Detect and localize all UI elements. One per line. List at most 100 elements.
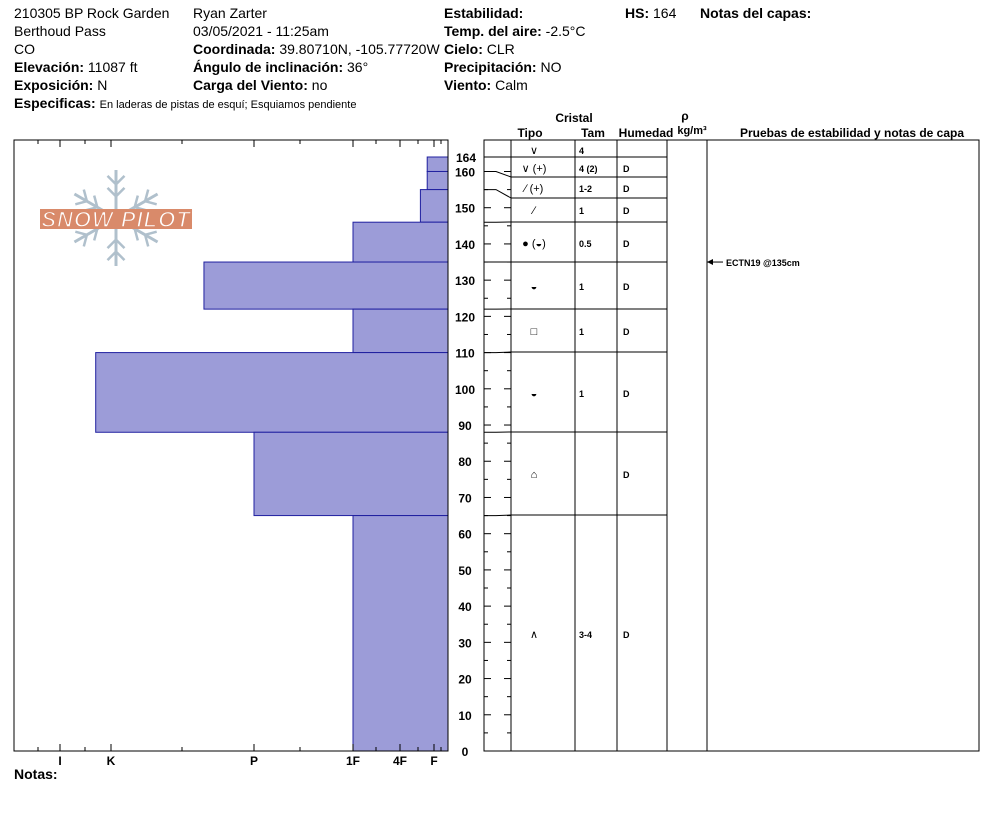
hardness-bar <box>253 431 449 517</box>
moisture: D <box>623 239 630 249</box>
specifics-value: En laderas de pistas de esquí; Esquiamos… <box>99 99 357 111</box>
hardness-bar <box>419 189 449 223</box>
height-top-label: 164 <box>456 151 476 165</box>
hardness-axis: I K P 1F 4F F <box>37 140 442 768</box>
sky-value: CLR <box>486 41 515 57</box>
test-arrowhead <box>707 259 713 266</box>
wind-load: Carga del Viento: no <box>193 76 327 94</box>
notes-label: Notas: <box>14 766 58 782</box>
height-label: 120 <box>455 310 475 324</box>
hardness-label: 4F <box>393 754 407 768</box>
flake-branch <box>115 238 126 249</box>
precip-label: Precipitación: <box>444 59 537 75</box>
hardness-label: K <box>107 754 116 768</box>
wind-load-label: Carga del Viento: <box>193 77 308 93</box>
wind-load-value: no <box>311 77 328 93</box>
grain-size: 1-2 <box>579 184 592 194</box>
height-label: 30 <box>458 636 472 650</box>
flake-branch <box>74 230 88 237</box>
flake-branch <box>74 199 88 206</box>
cristal-header: Cristal <box>555 111 592 125</box>
rho-header: ρ <box>681 109 688 123</box>
layer-table: ∨ 4 ∨ (+) 4 (2) D ∕ (+) 1-2 D ∕ 1 D ● (◒) 0.5 D ◒ 1 D □ 1 D… <box>483 139 980 752</box>
snowflake-icon <box>40 170 192 266</box>
aspect-label: Exposición: <box>14 77 94 93</box>
flake-branch <box>82 189 89 202</box>
flake-branch <box>106 175 117 186</box>
tam-header: Tam <box>581 126 605 140</box>
grain-size: 4 (2) <box>579 164 598 174</box>
height-label: 70 <box>458 491 472 505</box>
density-header: kg/m³ <box>677 125 707 137</box>
crystal-type: ∨ (+) <box>522 163 547 175</box>
precip-value: NO <box>540 59 562 75</box>
flake-branch <box>144 199 158 206</box>
specifics-label: Especificas: <box>14 95 96 111</box>
layer-connector <box>484 189 512 199</box>
layer-connector <box>484 351 512 354</box>
flake-branch <box>92 195 99 208</box>
hardness-bar <box>352 221 449 263</box>
crystal-type: ◒ <box>531 281 538 293</box>
aspect-value: N <box>97 77 108 93</box>
crystal-type: ● (◒) <box>522 238 546 250</box>
grain-size: 1 <box>579 389 584 399</box>
observer: Ryan Zarter <box>193 5 267 21</box>
flake-branch <box>106 187 117 198</box>
height-label: 150 <box>455 202 475 216</box>
crystal-type: ∕ (+) <box>522 183 544 195</box>
layer-notes-label: Notas del capas: <box>700 5 812 21</box>
table-frame <box>483 139 980 752</box>
height-label: 160 <box>455 165 475 179</box>
hardness-bar <box>203 261 449 310</box>
flake-branch <box>82 234 89 247</box>
flake-branch <box>143 189 150 202</box>
grain-size: 3-4 <box>579 630 592 640</box>
hs-value: 164 <box>653 5 677 21</box>
grain-size: 4 <box>579 146 584 156</box>
hardness-bar <box>426 156 449 172</box>
wind: Viento: Calm <box>444 76 528 94</box>
hardness-bar <box>95 352 449 433</box>
state: CO <box>14 41 35 57</box>
air-temp-label: Temp. del aire: <box>444 23 542 39</box>
flake-branch <box>144 230 158 237</box>
height-label: 20 <box>458 673 472 687</box>
precipitation: Precipitación: NO <box>444 58 561 76</box>
sky-label: Cielo: <box>444 41 483 57</box>
flake-branch <box>106 250 117 261</box>
elevation: Elevación: 11087 ft <box>14 58 137 76</box>
hardness-bar <box>352 515 449 752</box>
datetime: 03/05/2021 - 11:25am <box>193 23 329 39</box>
height-label: 10 <box>458 709 472 723</box>
height-label: 80 <box>458 455 472 469</box>
specifics: Especificas: En laderas de pistas de esq… <box>14 94 356 114</box>
grain-size: 1 <box>579 206 584 216</box>
moisture: D <box>623 327 630 337</box>
sky: Cielo: CLR <box>444 40 515 58</box>
moisture: D <box>623 389 630 399</box>
grain-size: 1 <box>579 327 584 337</box>
coords-label: Coordinada: <box>193 41 276 57</box>
crystal-type: ∕ <box>530 205 537 217</box>
snow-height: HS: 164 <box>625 4 676 22</box>
crystal-type: ∨ <box>530 145 538 157</box>
height-label: 130 <box>455 274 475 288</box>
air-temp-value: -2.5°C <box>545 23 586 39</box>
height-axis: 0 10 20 30 40 50 60 70 80 90 100 110 120 130 140 150 160… <box>455 151 511 759</box>
grain-size: 1 <box>579 282 584 292</box>
slope-label: Ángulo de inclinación: <box>193 59 344 75</box>
snowpilot-logo: SNOW PILOT <box>40 170 192 266</box>
flake-branch <box>106 238 117 249</box>
flake-branch <box>92 228 99 241</box>
hardness-label: I <box>58 754 61 768</box>
moisture: D <box>623 184 630 194</box>
elevation-label: Elevación: <box>14 59 85 75</box>
moisture: D <box>623 470 630 480</box>
stability-test-label: ECTN19 @135cm <box>726 258 800 268</box>
humedad-header: Humedad <box>619 126 674 140</box>
height-label: 140 <box>455 238 475 252</box>
crystal-type: ∧ <box>530 629 538 641</box>
hardness-bars <box>95 156 449 752</box>
